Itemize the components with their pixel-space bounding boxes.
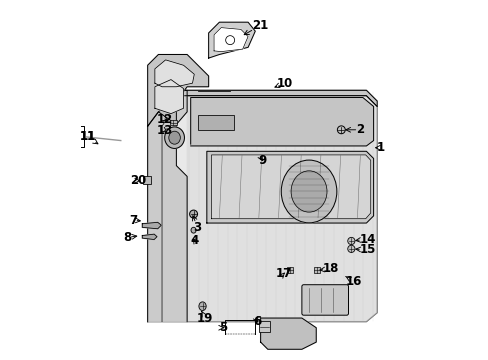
- Polygon shape: [260, 318, 316, 349]
- Ellipse shape: [347, 245, 354, 252]
- Text: 13: 13: [156, 124, 173, 137]
- Bar: [143, 176, 151, 184]
- Polygon shape: [208, 22, 255, 58]
- Bar: [198, 115, 233, 130]
- Ellipse shape: [225, 36, 234, 45]
- FancyBboxPatch shape: [301, 285, 348, 315]
- Text: 2: 2: [345, 123, 363, 136]
- Text: 4: 4: [190, 234, 199, 247]
- Polygon shape: [211, 155, 370, 219]
- Text: 16: 16: [345, 275, 361, 288]
- Text: 15: 15: [355, 243, 375, 256]
- Text: 21: 21: [244, 19, 267, 35]
- Text: 7: 7: [129, 214, 140, 227]
- Polygon shape: [142, 222, 161, 229]
- Text: 3: 3: [192, 216, 201, 234]
- Ellipse shape: [189, 210, 197, 218]
- Text: 14: 14: [355, 233, 375, 246]
- Bar: [314, 267, 320, 273]
- Polygon shape: [147, 54, 208, 126]
- Text: 19: 19: [197, 311, 213, 325]
- Polygon shape: [147, 90, 187, 321]
- Polygon shape: [190, 98, 373, 146]
- Bar: [286, 267, 292, 273]
- Text: 20: 20: [130, 174, 146, 187]
- Text: 11: 11: [80, 130, 96, 144]
- Ellipse shape: [191, 227, 196, 233]
- Text: 9: 9: [258, 154, 266, 167]
- Ellipse shape: [199, 302, 206, 311]
- Ellipse shape: [347, 237, 354, 244]
- Polygon shape: [183, 90, 376, 107]
- Bar: [170, 120, 176, 125]
- Polygon shape: [155, 80, 183, 114]
- Text: 8: 8: [123, 231, 137, 244]
- Bar: [258, 321, 269, 332]
- Text: 17: 17: [276, 267, 292, 280]
- Ellipse shape: [281, 160, 336, 223]
- Text: 1: 1: [375, 141, 385, 154]
- Text: 6: 6: [253, 315, 261, 328]
- Text: 5: 5: [218, 321, 227, 334]
- Polygon shape: [206, 151, 373, 223]
- Ellipse shape: [337, 126, 345, 134]
- Text: 18: 18: [319, 262, 338, 275]
- Polygon shape: [155, 60, 194, 87]
- Ellipse shape: [290, 171, 326, 212]
- Text: 12: 12: [156, 113, 173, 126]
- Text: 11: 11: [80, 130, 98, 144]
- Polygon shape: [214, 28, 247, 51]
- Polygon shape: [142, 234, 157, 239]
- Ellipse shape: [168, 131, 180, 144]
- Ellipse shape: [164, 127, 184, 148]
- Polygon shape: [187, 90, 376, 321]
- Polygon shape: [147, 90, 376, 321]
- Text: 10: 10: [274, 77, 292, 90]
